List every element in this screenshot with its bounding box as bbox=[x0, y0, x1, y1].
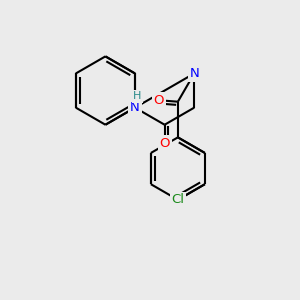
Text: H: H bbox=[133, 92, 142, 101]
Text: N: N bbox=[189, 67, 199, 80]
Text: Cl: Cl bbox=[171, 193, 184, 206]
Text: N: N bbox=[130, 101, 140, 114]
Text: O: O bbox=[153, 94, 164, 107]
Text: O: O bbox=[159, 137, 170, 150]
